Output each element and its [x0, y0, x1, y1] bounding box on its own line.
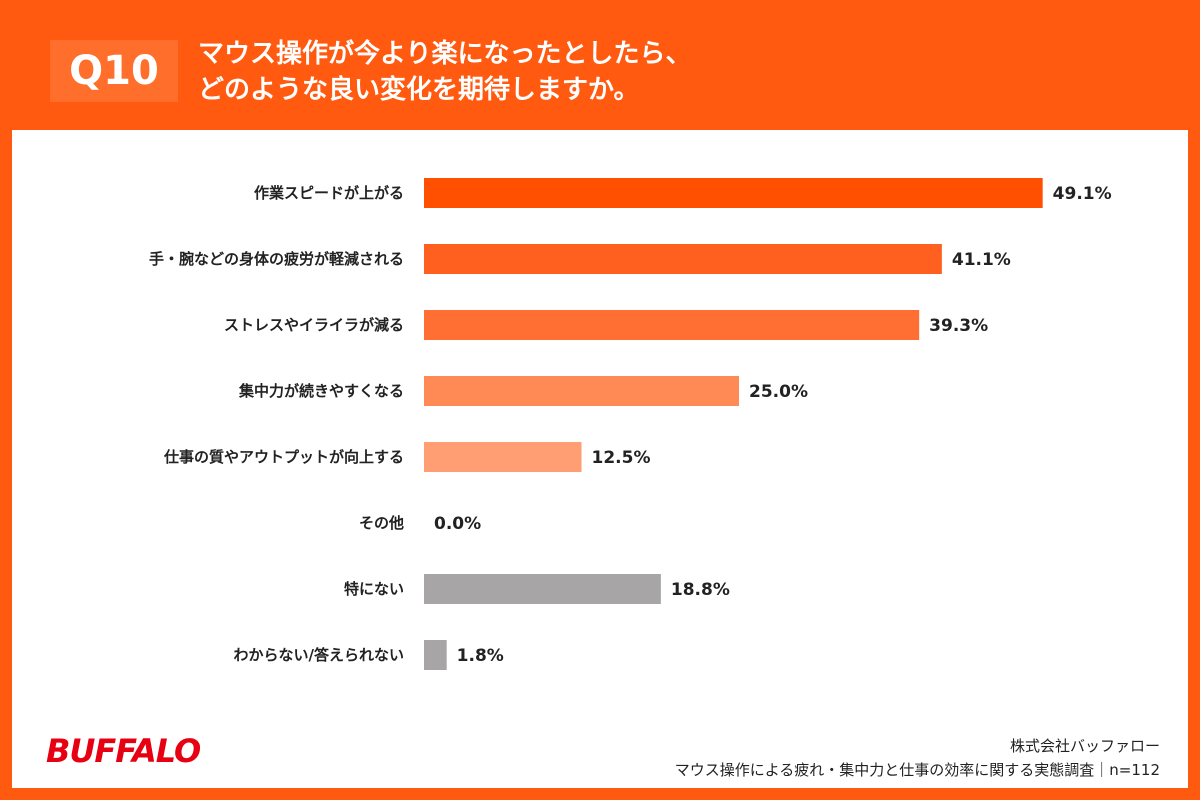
- question-title: マウス操作が今より楽になったとしたら、 どのような良い変化を期待しますか。: [198, 36, 1158, 108]
- category-label: 手・腕などの身体の疲労が軽減される: [149, 250, 404, 268]
- value-label: 39.3%: [929, 316, 988, 336]
- survey-info: マウス操作による疲れ・集中力と仕事の効率に関する実態調査｜n=112: [674, 761, 1160, 779]
- question-title-line-1: マウス操作が今より楽になったとしたら、: [198, 39, 692, 69]
- category-label: その他: [359, 514, 404, 532]
- source-note: 株式会社バッファロー マウス操作による疲れ・集中力と仕事の効率に関する実態調査｜…: [675, 734, 1160, 782]
- company-name: 株式会社バッファロー: [1009, 737, 1160, 755]
- bar: [424, 640, 447, 670]
- value-label: 0.0%: [434, 514, 481, 534]
- value-label: 49.1%: [1053, 184, 1112, 204]
- category-label: わからない/答えられない: [234, 646, 404, 664]
- category-label: 仕事の質やアウトプットが向上する: [163, 448, 404, 466]
- bar: [424, 244, 942, 274]
- bar: [424, 310, 920, 340]
- value-label: 18.8%: [671, 580, 730, 600]
- value-label: 1.8%: [457, 646, 504, 666]
- value-label: 25.0%: [749, 382, 808, 402]
- value-label: 12.5%: [592, 448, 651, 468]
- category-label: ストレスやイライラが減る: [224, 316, 404, 334]
- category-label: 集中力が続きやすくなる: [238, 382, 404, 400]
- buffalo-logo-text: BUFFALO: [46, 732, 201, 770]
- question-number-badge: Q10: [50, 40, 178, 102]
- category-label: 作業スピードが上がる: [254, 184, 404, 202]
- bar: [424, 376, 739, 406]
- bar-chart: 作業スピードが上がる 49.1% 手・腕などの身体の疲労が軽減される 41.1% ストレ…: [149, 178, 1112, 670]
- question-title-line-2: どのような良い変化を期待しますか。: [198, 75, 640, 105]
- bar: [424, 574, 661, 604]
- bar: [424, 442, 582, 472]
- value-label: 41.1%: [952, 250, 1011, 270]
- bar: [424, 178, 1043, 208]
- category-label: 特にない: [344, 580, 404, 598]
- chart-panel: 作業スピードが上がる 49.1% 手・腕などの身体の疲労が軽減される 41.1% ストレ…: [12, 130, 1188, 788]
- buffalo-logo: BUFFALO: [46, 732, 202, 770]
